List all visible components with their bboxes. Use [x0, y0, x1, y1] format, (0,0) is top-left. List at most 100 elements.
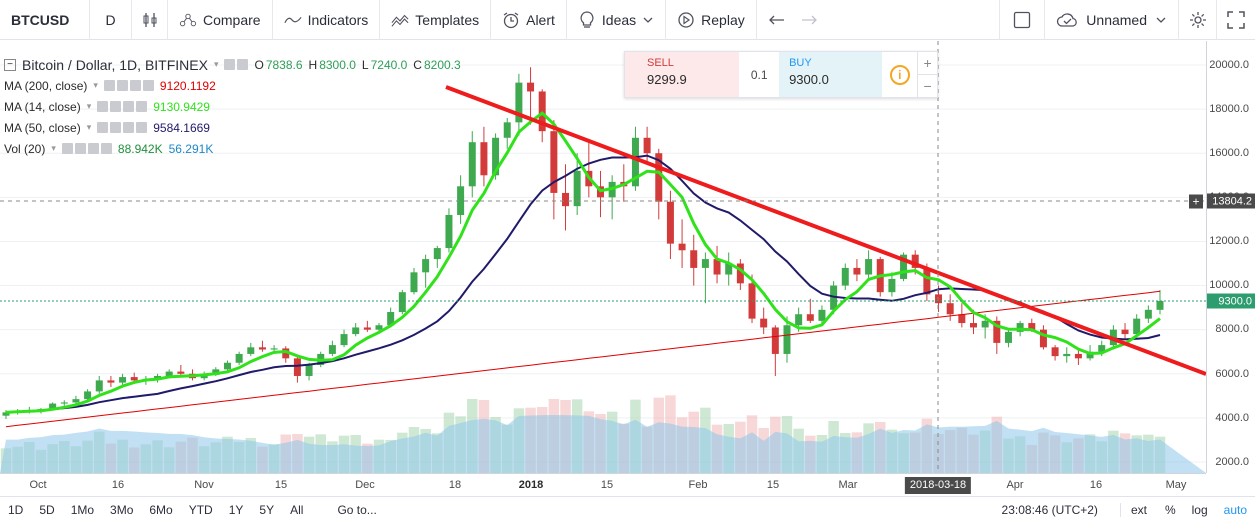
- candle-body: [818, 309, 826, 321]
- sell-button[interactable]: SELL 9299.9: [625, 52, 740, 97]
- candle-body: [515, 82, 523, 123]
- indicators-icon: [283, 11, 302, 29]
- candle-body: [527, 82, 535, 92]
- candle-body: [713, 259, 721, 275]
- range-button-5d[interactable]: 5D: [39, 503, 55, 517]
- candlestick: [678, 219, 686, 268]
- range-button-5y[interactable]: 5Y: [259, 503, 275, 517]
- settings-button[interactable]: [1179, 0, 1217, 40]
- eye-icon[interactable]: [224, 59, 236, 70]
- moving-average-lines: [5, 111, 1161, 428]
- candlestick: [1121, 323, 1129, 339]
- quantity-field[interactable]: 0.1: [750, 67, 768, 82]
- candlestick: [1133, 314, 1141, 337]
- indicator-actions[interactable]: [97, 101, 148, 112]
- candlestick: [282, 346, 290, 363]
- range-button-1mo[interactable]: 1Mo: [70, 503, 95, 517]
- indicators-label: Indicators: [307, 11, 369, 28]
- candle-body: [783, 325, 791, 354]
- indicator-actions[interactable]: [103, 80, 154, 91]
- minus-icon[interactable]: −: [923, 78, 932, 94]
- symbol-label: BTCUSD: [11, 11, 70, 28]
- plus-icon[interactable]: +: [918, 52, 937, 75]
- extended-hours-toggle[interactable]: ext: [1119, 503, 1157, 517]
- price-axis[interactable]: 20000.018000.016000.014000.012000.010000…: [1189, 41, 1255, 473]
- ideas-label: Ideas: [601, 11, 637, 28]
- ohlc-open-label: O: [254, 57, 264, 72]
- quantity-stepper[interactable]: + −: [917, 52, 937, 97]
- alert-button[interactable]: Alert: [491, 0, 567, 40]
- redo-icon[interactable]: [800, 11, 818, 29]
- chart-style-button[interactable]: [132, 0, 168, 40]
- legend-actions[interactable]: [224, 59, 249, 70]
- fullscreen-toggle-button[interactable]: [999, 0, 1046, 40]
- candle-body: [422, 259, 430, 273]
- expand-button[interactable]: [1217, 0, 1255, 40]
- volume-bars: [0, 395, 1206, 473]
- indicator-actions[interactable]: [61, 143, 112, 154]
- compare-button[interactable]: Compare: [168, 0, 273, 40]
- legend-dropdown-icon[interactable]: ▾: [86, 122, 92, 132]
- replay-label: Replay: [701, 11, 745, 28]
- candlestick: [713, 245, 721, 284]
- range-button-ytd[interactable]: YTD: [188, 503, 213, 517]
- buy-button[interactable]: BUY 9300.0: [779, 52, 883, 97]
- candlestick: [585, 142, 593, 198]
- interval-button[interactable]: D: [90, 0, 132, 40]
- legend-dropdown-icon[interactable]: ▾: [86, 101, 92, 111]
- legend-dropdown-icon[interactable]: ▾: [93, 80, 98, 90]
- time-axis[interactable]: Oct 16 Nov 15 Dec 18 2018 15 Feb 15 Mar Apr 16 May 20…: [0, 473, 1206, 495]
- range-button-1d[interactable]: 1D: [8, 503, 24, 517]
- collapse-legend-icon[interactable]: −: [4, 58, 16, 71]
- auto-scale-toggle[interactable]: auto: [1223, 503, 1247, 517]
- save-layout-button[interactable]: Unnamed: [1045, 0, 1179, 40]
- candle-body: [1051, 347, 1059, 357]
- candle-body: [363, 327, 371, 330]
- candle-body: [119, 377, 127, 383]
- trading-panel: SELL 9299.9 0.1 BUY 9300.0 i + −: [624, 51, 938, 98]
- percent-scale-toggle[interactable]: %: [1164, 503, 1176, 517]
- templates-button[interactable]: Templates: [380, 0, 492, 40]
- time-tick-label: 2018: [518, 479, 544, 491]
- price-tick-label: 12000.0: [1209, 235, 1249, 247]
- candle-body: [468, 142, 476, 187]
- candlestick: [958, 303, 966, 328]
- volume-ma-area: [0, 415, 1206, 473]
- last-price-tag: 9300.0: [1207, 293, 1255, 309]
- range-button-3mo[interactable]: 3Mo: [110, 503, 134, 517]
- goto-button[interactable]: Go to...: [337, 503, 377, 517]
- candlestick: [1144, 305, 1152, 324]
- ideas-button[interactable]: Ideas: [567, 0, 667, 40]
- undo-icon[interactable]: [768, 11, 786, 29]
- range-button-all[interactable]: All: [290, 503, 304, 517]
- ohlc-high: 8300.0: [319, 57, 356, 72]
- templates-label: Templates: [415, 11, 480, 28]
- range-button-6mo[interactable]: 6Mo: [149, 503, 173, 517]
- candlestick: [177, 364, 185, 376]
- price-chart[interactable]: [0, 41, 1206, 473]
- log-scale-toggle[interactable]: log: [1191, 503, 1208, 517]
- settings-icon[interactable]: [237, 59, 249, 70]
- candle-body: [900, 254, 908, 279]
- candlestick: [701, 252, 709, 304]
- legend-dropdown-icon[interactable]: ▾: [51, 143, 56, 153]
- candle-body: [2, 412, 10, 416]
- time-tick-label: Apr: [1006, 479, 1024, 491]
- legend-dropdown-icon[interactable]: ▾: [213, 59, 219, 69]
- indicator-actions[interactable]: [97, 122, 148, 133]
- candle-body: [1144, 309, 1152, 319]
- candle-body: [398, 292, 406, 313]
- range-button-1y[interactable]: 1Y: [228, 503, 244, 517]
- clock[interactable]: 23:08:46 (UTC+2): [1001, 503, 1098, 517]
- symbol-search-button[interactable]: BTCUSD: [0, 0, 90, 40]
- candle-body: [387, 312, 395, 326]
- price-tick-label: 10000.0: [1209, 279, 1249, 291]
- info-button[interactable]: i: [882, 52, 917, 97]
- indicators-button[interactable]: Indicators: [273, 0, 381, 40]
- replay-button[interactable]: Replay: [666, 0, 757, 40]
- candle-body: [678, 243, 686, 251]
- chart-pane[interactable]: [0, 41, 1206, 473]
- crosshair-plus-icon[interactable]: +: [1189, 194, 1203, 208]
- candle-body: [480, 142, 488, 176]
- candlestick: [608, 175, 616, 220]
